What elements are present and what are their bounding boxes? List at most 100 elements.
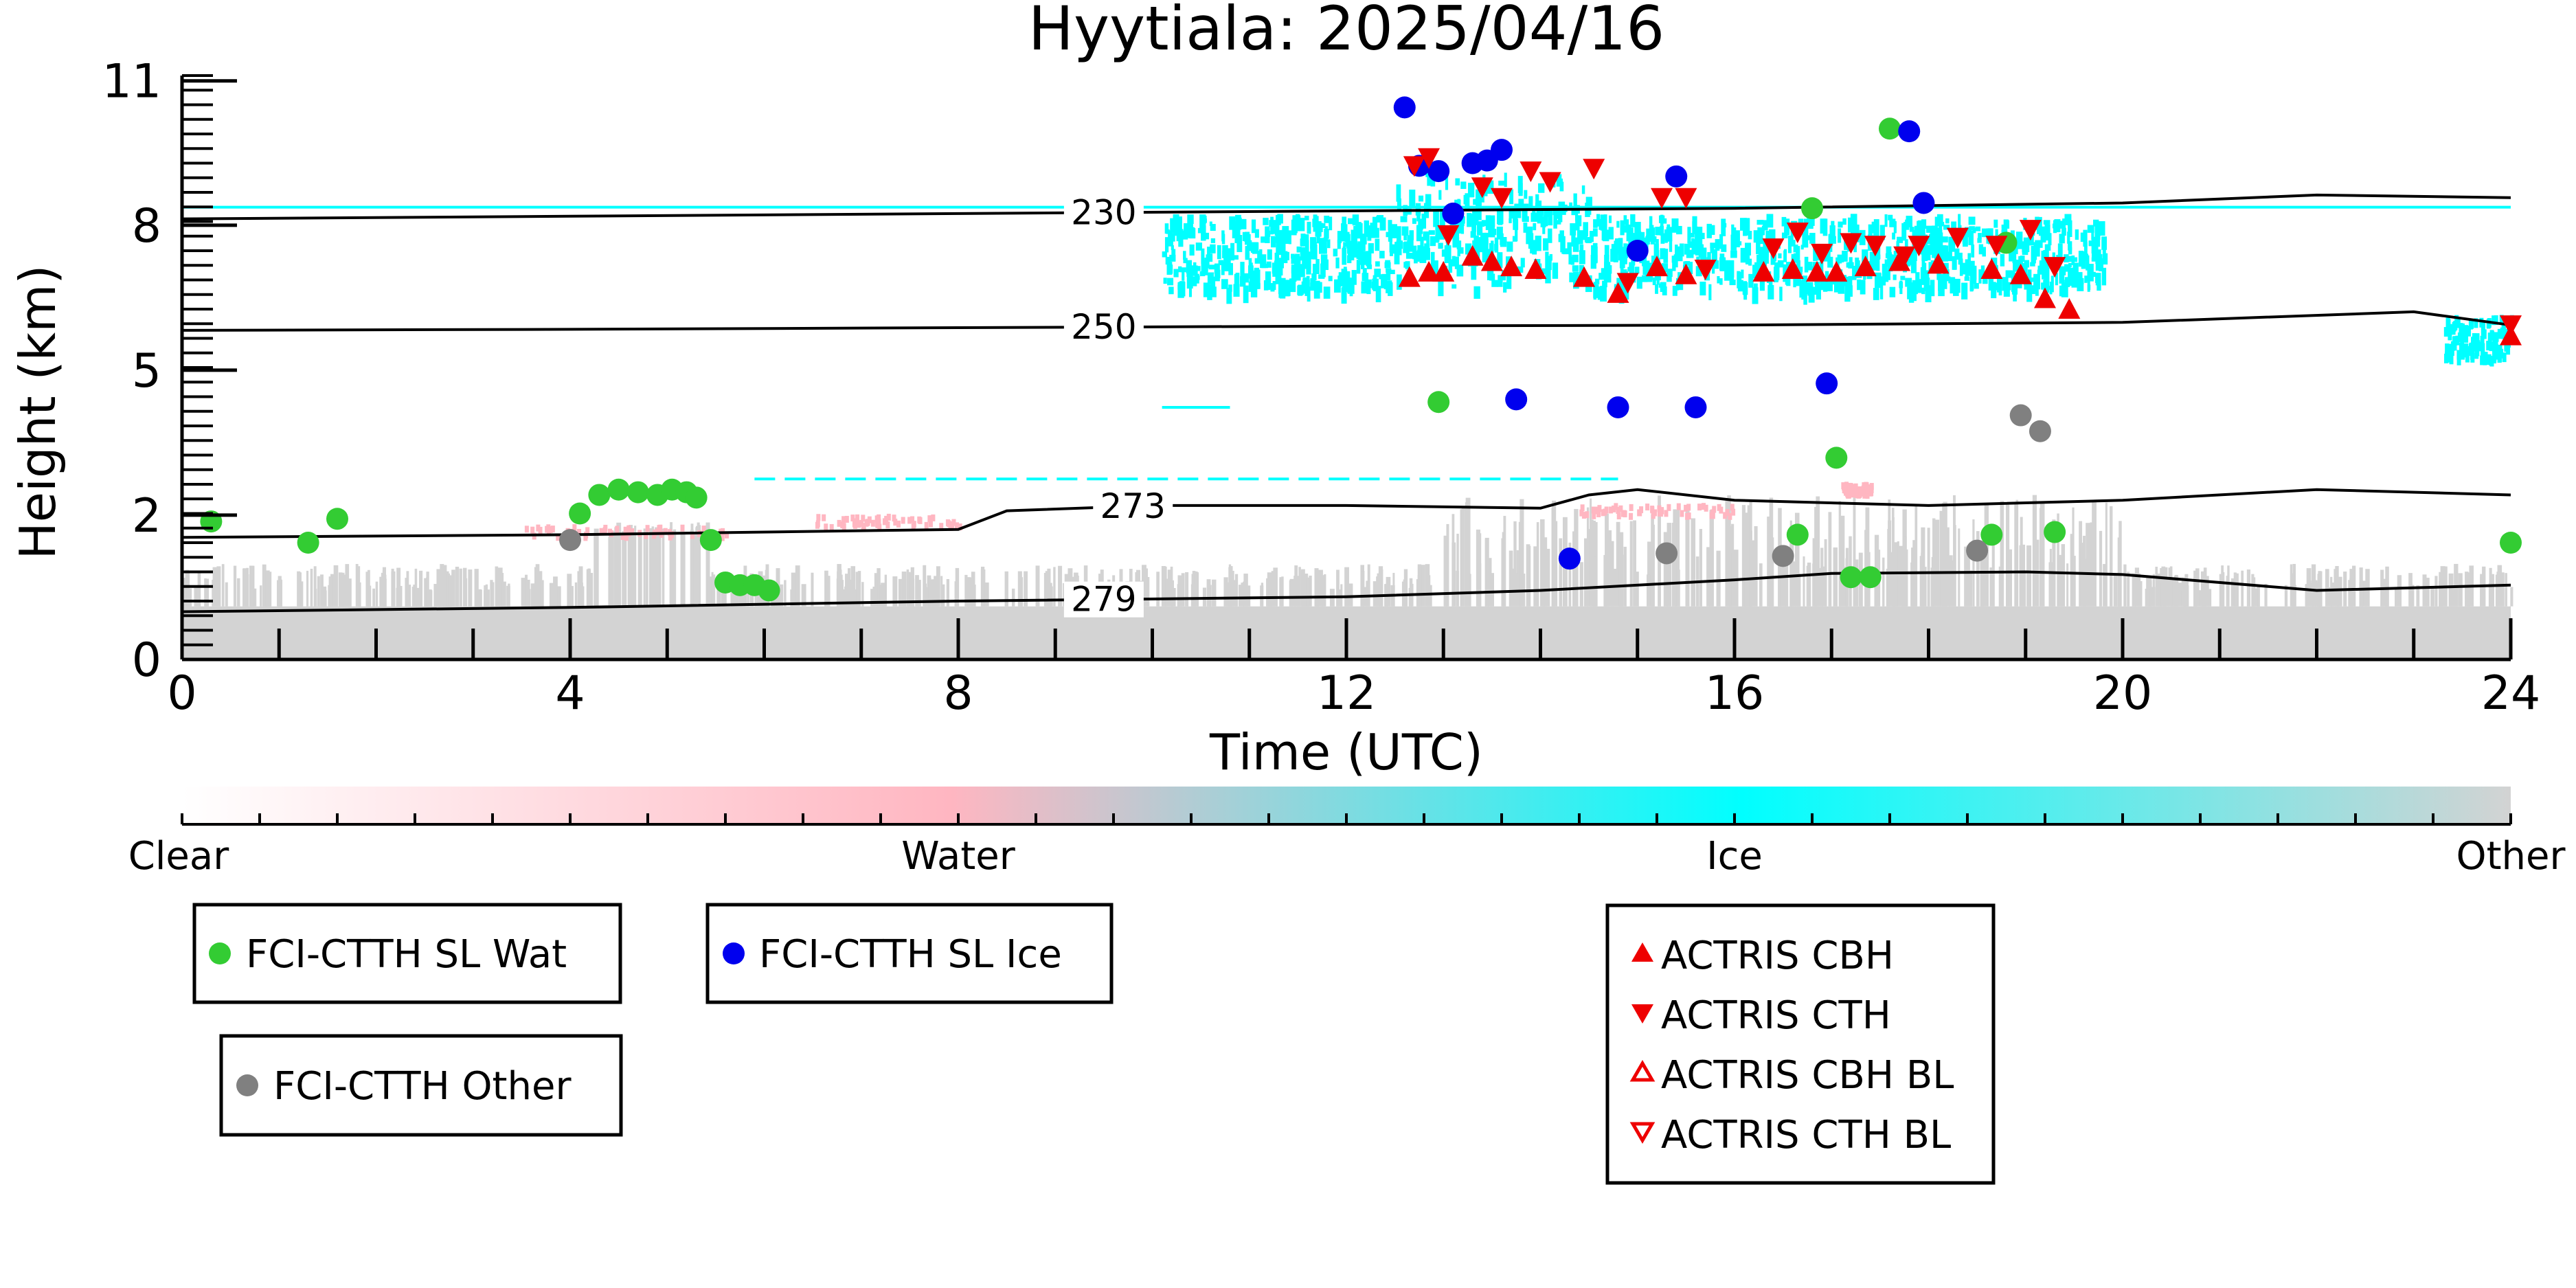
ice-speckle bbox=[1687, 233, 1695, 238]
cloud-mask-speckle bbox=[2352, 565, 2356, 607]
ice-speckle bbox=[1787, 235, 1792, 253]
ice-speckle bbox=[1247, 240, 1252, 251]
cloud-mask-speckle bbox=[1732, 572, 1738, 607]
ice-speckle bbox=[1830, 236, 1836, 244]
ice-speckle bbox=[1759, 247, 1765, 262]
ice-speckle bbox=[1197, 266, 1201, 271]
cloud-mask-speckle bbox=[428, 589, 432, 607]
ice-speckle bbox=[1320, 223, 1326, 229]
contour-label-273: 273 bbox=[1100, 486, 1166, 526]
ice-speckle bbox=[1812, 286, 1817, 295]
cloud-mask-speckle bbox=[673, 529, 677, 607]
ice-speckle bbox=[1265, 271, 1272, 289]
cloud-mask-speckle bbox=[333, 565, 339, 607]
cloud-mask-speckle bbox=[2397, 575, 2402, 607]
ice-speckle bbox=[1724, 267, 1729, 281]
cloud-mask-speckle bbox=[1223, 577, 1228, 607]
cloud-mask-speckle bbox=[1241, 583, 1245, 607]
ice-speckle bbox=[1270, 283, 1275, 292]
ice-speckle bbox=[1757, 227, 1763, 245]
cloud-mask-speckle bbox=[355, 564, 359, 607]
ice-speckle bbox=[2456, 350, 2461, 360]
ice-speckle bbox=[1405, 261, 1410, 269]
ice-speckle bbox=[1375, 286, 1381, 303]
ice-speckle bbox=[1362, 268, 1367, 277]
ice-speckle bbox=[1498, 180, 1505, 186]
ice-speckle bbox=[1456, 264, 1464, 277]
ice-speckle bbox=[1381, 277, 1386, 289]
ice-speckle bbox=[1585, 237, 1592, 244]
ice-speckle bbox=[1553, 210, 1557, 229]
ice-speckle bbox=[2077, 272, 2083, 279]
cloud-mask-speckle bbox=[1906, 549, 1908, 607]
ice-speckle bbox=[1239, 276, 1246, 287]
ice-speckle bbox=[1344, 224, 1348, 242]
ice-speckle bbox=[1664, 229, 1668, 241]
cloud-mask-speckle bbox=[1647, 574, 1651, 607]
ice-speckle bbox=[1282, 226, 1289, 242]
water-speckle bbox=[1580, 504, 1585, 512]
x-tick-label: 0 bbox=[167, 666, 196, 721]
ice-speckle bbox=[1425, 194, 1432, 210]
cloud-mask-speckle bbox=[1366, 580, 1370, 607]
cloud-mask-speckle bbox=[2009, 549, 2013, 607]
ice-speckle bbox=[1828, 235, 1833, 252]
cloud-mask-speckle bbox=[382, 567, 387, 607]
ice-speckle bbox=[1922, 270, 1930, 280]
ice-speckle bbox=[2014, 259, 2020, 271]
ice-speckle bbox=[1994, 282, 1998, 290]
cloud-mask-speckle bbox=[651, 526, 655, 607]
x-axis-title: Time (UTC) bbox=[1209, 723, 1483, 781]
ice-speckle bbox=[1389, 245, 1393, 256]
water-speckle bbox=[645, 525, 650, 532]
fci-ctth-sl-ice-point bbox=[1665, 165, 1688, 188]
ice-speckle bbox=[1506, 241, 1513, 252]
ice-speckle bbox=[1952, 256, 1956, 270]
ice-speckle bbox=[1312, 264, 1317, 280]
ice-speckle bbox=[1217, 245, 1221, 260]
ice-speckle bbox=[1386, 280, 1392, 293]
ice-speckle bbox=[1575, 216, 1580, 231]
ice-speckle bbox=[2003, 286, 2010, 297]
ice-speckle bbox=[1207, 253, 1213, 262]
ice-speckle bbox=[1688, 241, 1694, 248]
ice-speckle bbox=[1547, 228, 1552, 243]
ice-speckle bbox=[2476, 340, 2481, 350]
ice-speckle bbox=[1201, 248, 1205, 264]
cloud-mask-speckle bbox=[497, 567, 503, 607]
cloud-mask-speckle bbox=[870, 589, 873, 607]
ice-speckle bbox=[1210, 224, 1216, 231]
ice-speckle bbox=[2050, 275, 2054, 293]
ice-speckle bbox=[1877, 280, 1882, 286]
ice-speckle bbox=[2071, 274, 2078, 288]
water-speckle bbox=[1730, 504, 1735, 511]
ice-speckle bbox=[1548, 210, 1553, 226]
ice-speckle bbox=[1388, 220, 1392, 231]
actris-cbh-point bbox=[1607, 282, 1629, 303]
water-speckle bbox=[725, 531, 730, 539]
ice-speckle bbox=[1171, 245, 1174, 251]
cloud-mask-speckle bbox=[909, 573, 912, 607]
ice-speckle bbox=[1569, 272, 1575, 282]
ice-speckle bbox=[2497, 328, 2502, 339]
cloud-mask-speckle bbox=[212, 567, 218, 607]
ice-speckle bbox=[1241, 218, 1247, 229]
fci-ctth-sl-ice-point bbox=[1558, 547, 1581, 570]
ice-speckle bbox=[2032, 253, 2037, 260]
cloud-mask-speckle bbox=[2257, 587, 2260, 607]
cloud-mask-speckle bbox=[1195, 571, 1198, 607]
fci-ctth-other-point bbox=[1656, 542, 1678, 565]
ice-speckle bbox=[1386, 271, 1391, 281]
ice-speckle bbox=[1568, 247, 1572, 264]
cloud-mask-speckle bbox=[1053, 567, 1056, 607]
cloud-mask-speckle bbox=[322, 586, 327, 607]
ice-speckle bbox=[2064, 214, 2072, 225]
cloud-mask-speckle bbox=[2359, 582, 2364, 607]
ice-speckle bbox=[1852, 265, 1857, 280]
ice-speckle bbox=[1189, 272, 1193, 289]
ice-speckle bbox=[1698, 244, 1704, 258]
ice-speckle bbox=[1710, 244, 1715, 253]
legend-label-cbh-bl: ACTRIS CBH BL bbox=[1661, 1053, 1954, 1098]
ice-speckle bbox=[1304, 234, 1309, 245]
cloud-mask-speckle bbox=[2495, 574, 2499, 607]
